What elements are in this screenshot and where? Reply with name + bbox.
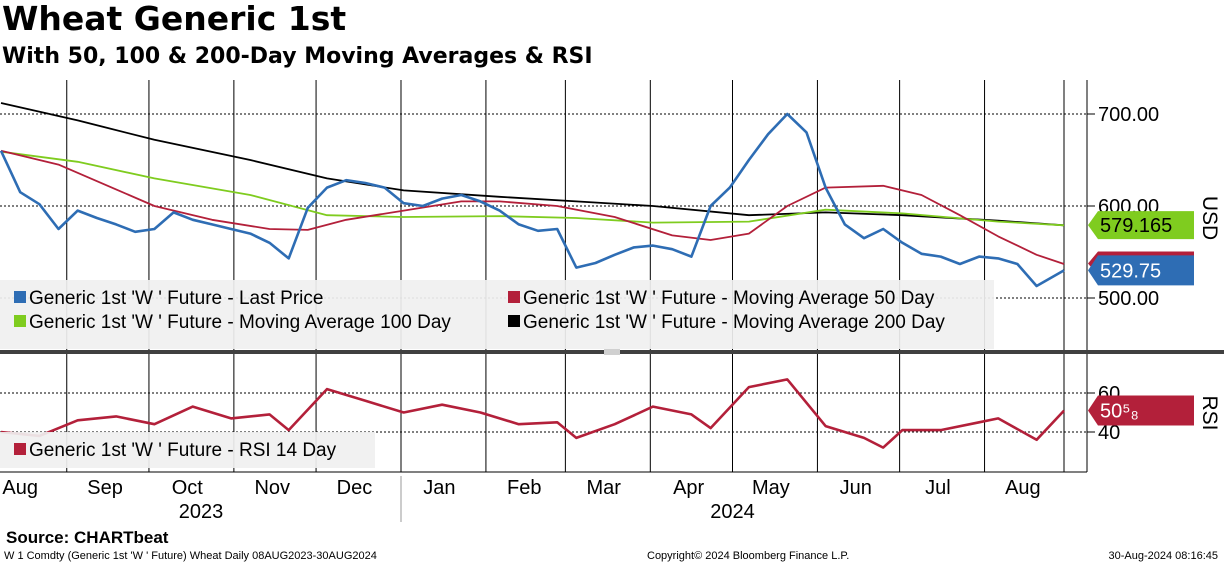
series-line-ma50 bbox=[0, 149, 1065, 265]
x-tick-label: Aug bbox=[2, 477, 38, 499]
legend-label: Generic 1st 'W ' Future - Moving Average… bbox=[523, 312, 945, 333]
x-tick-label: Nov bbox=[254, 477, 290, 499]
rsi-legend-box bbox=[0, 432, 375, 468]
x-tick-label: Oct bbox=[172, 477, 204, 499]
tag-last-price: 529.75 bbox=[1100, 260, 1161, 282]
x-tick-label: Jul bbox=[925, 477, 951, 499]
legend-swatch bbox=[14, 443, 26, 455]
footer-timestamp: 30-Aug-2024 08:16:45 bbox=[1108, 550, 1218, 562]
price-legend-box bbox=[0, 280, 994, 349]
x-tick-label: Jan bbox=[423, 477, 455, 499]
tag-ma200: 579.165 bbox=[1100, 215, 1172, 237]
legend-label: Generic 1st 'W ' Future - RSI 14 Day bbox=[29, 440, 337, 461]
tag-rsi: 50⁵₈ bbox=[1100, 401, 1139, 423]
series-line-ma200 bbox=[0, 102, 1065, 227]
price-axis-title: USD bbox=[1198, 196, 1221, 240]
year-label: 2023 bbox=[179, 501, 224, 523]
x-tick-label: May bbox=[752, 477, 790, 499]
rsi-axis-title: RSI bbox=[1198, 395, 1221, 430]
x-tick-label: Sep bbox=[87, 477, 123, 499]
series-line-rsi bbox=[0, 378, 1065, 449]
footer-copyright: Copyright© 2024 Bloomberg Finance L.P. bbox=[647, 550, 850, 562]
legend-swatch bbox=[14, 315, 26, 327]
legend-swatch bbox=[14, 291, 26, 303]
x-tick-label: Apr bbox=[673, 477, 704, 499]
series-line-ma100 bbox=[0, 150, 1065, 227]
legend-label: Generic 1st 'W ' Future - Last Price bbox=[29, 288, 323, 309]
legend-label: Generic 1st 'W ' Future - Moving Average… bbox=[29, 312, 451, 333]
x-tick-label: Jun bbox=[840, 477, 872, 499]
tag-last-price-bg bbox=[1088, 255, 1194, 286]
year-label: 2024 bbox=[710, 501, 755, 523]
rsi-tick-label: 40 bbox=[1098, 422, 1120, 444]
footer-security-info: W 1 Comdty (Generic 1st 'W ' Future) Whe… bbox=[4, 550, 377, 562]
series-line-last-price bbox=[0, 112, 1065, 288]
tag-ma200-bg bbox=[1088, 211, 1194, 240]
x-tick-label: Feb bbox=[507, 477, 541, 499]
legend-swatch bbox=[508, 291, 520, 303]
source-label: Source: CHARTbeat bbox=[6, 528, 169, 547]
legend-swatch bbox=[508, 315, 520, 327]
legend-label: Generic 1st 'W ' Future - Moving Average… bbox=[523, 288, 935, 309]
chart-subtitle: With 50, 100 & 200-Day Moving Averages &… bbox=[2, 44, 593, 69]
panel-separator-grip bbox=[604, 349, 620, 355]
x-tick-label: Dec bbox=[337, 477, 373, 499]
x-tick-label: Aug bbox=[1005, 477, 1041, 499]
tag-rsi-bg bbox=[1088, 395, 1194, 426]
price-tick-label: 500.00 bbox=[1098, 288, 1159, 310]
x-tick-label: Mar bbox=[587, 477, 622, 499]
price-tick-label: 700.00 bbox=[1098, 104, 1159, 126]
chart-title: Wheat Generic 1st bbox=[2, 0, 347, 38]
